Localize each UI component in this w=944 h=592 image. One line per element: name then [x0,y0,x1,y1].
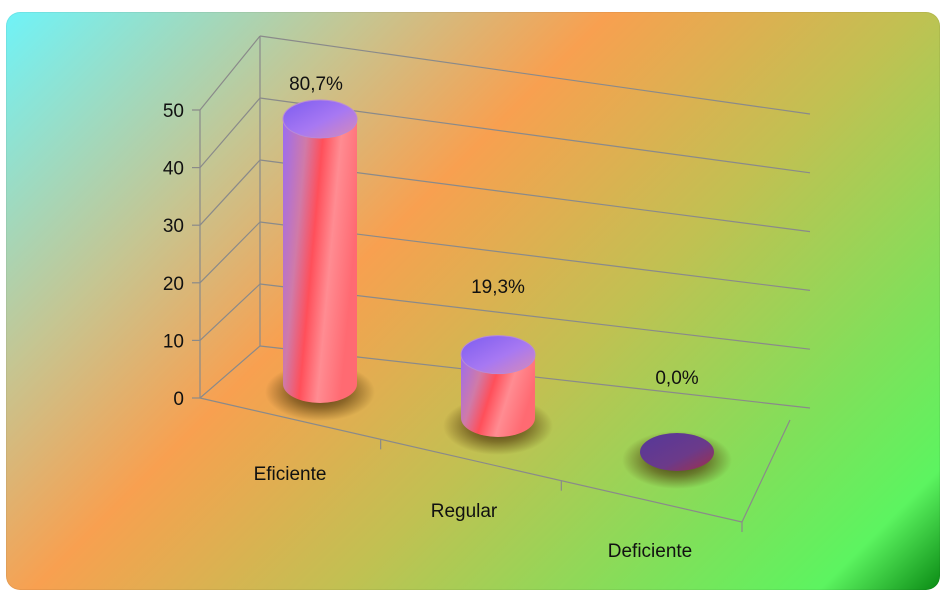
x-tick-labels: Eficiente Regular Deficiente [254,464,693,562]
y-tick-label: 10 [163,331,184,352]
bar-flat [640,433,714,471]
y-tick-label: 40 [163,159,184,180]
data-label: 19,3% [471,277,525,298]
chart-svg: 0 10 20 30 40 50 Eficiente Regular Deficiente 8… [163,35,811,562]
floor-front-edge [199,397,743,523]
gridline-side [199,221,261,284]
gridline-side [199,97,261,168]
data-label: 80,7% [289,74,343,95]
y-tick-label: 50 [163,101,184,122]
bar-top [460,335,536,375]
gridline-side [199,159,261,226]
gridline-side [199,345,261,399]
axes [192,36,791,532]
bar-body [461,354,535,437]
x-tick-label: Deficiente [608,541,693,562]
gridline-side [199,283,261,341]
y-tick-label: 0 [173,389,184,410]
y-tick-label: 30 [163,216,184,237]
gridline-side [199,35,261,111]
floor-right-edge [741,419,791,523]
gridline-back [259,35,811,115]
chart-frame: 0 10 20 30 40 50 Eficiente Regular Deficiente 8… [6,12,940,590]
bar-top [282,99,358,139]
y-tick-label: 20 [163,274,184,295]
bar-body [283,119,357,403]
data-label: 0,0% [655,368,698,389]
x-tick-label: Eficiente [254,464,327,485]
y-tick-labels: 0 10 20 30 40 50 [163,101,184,410]
data-labels: 80,7% 19,3% 0,0% [289,74,699,389]
bars [265,99,732,489]
x-tick-label: Regular [431,501,498,522]
